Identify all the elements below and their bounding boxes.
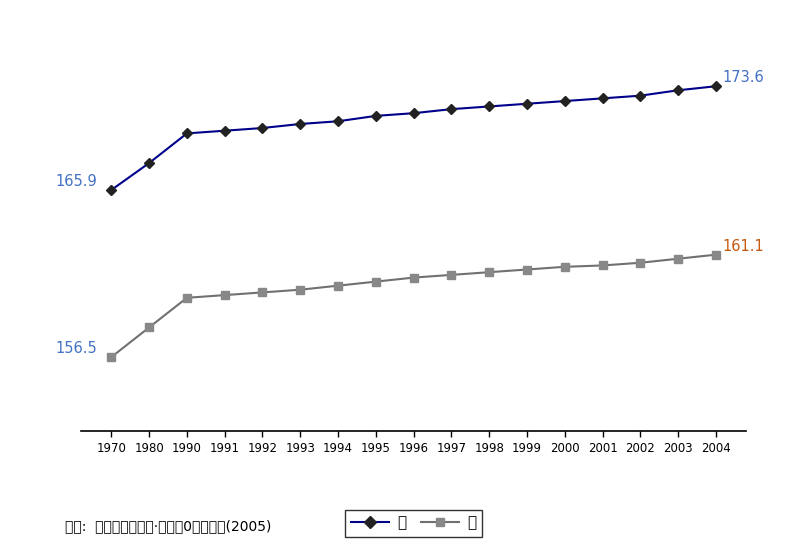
Legend: 남, 여: 남, 여	[345, 509, 483, 537]
Text: 156.5: 156.5	[56, 341, 97, 356]
Text: 출정:  교육인적자원부·한국굙0육개발원(2005): 출정: 교육인적자원부·한국굙0육개발원(2005)	[65, 520, 271, 534]
Text: 161.1: 161.1	[723, 239, 765, 253]
Text: 173.6: 173.6	[723, 70, 765, 85]
Text: 165.9: 165.9	[56, 174, 97, 189]
